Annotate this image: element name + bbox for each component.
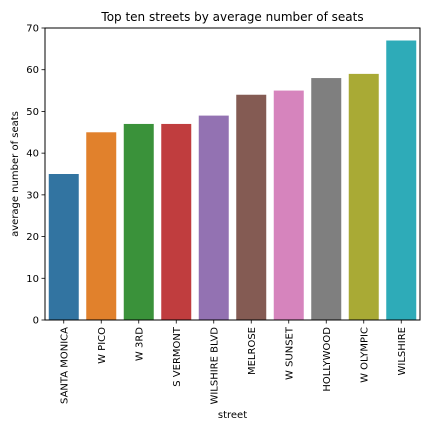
x-tick-label: HOLLYWOOD: [322, 327, 333, 392]
y-tick-label: 60: [26, 65, 39, 76]
x-tick-label: W SUNSET: [284, 326, 295, 380]
bar-w-pico: [86, 132, 117, 320]
x-axis-label: street: [218, 410, 247, 421]
y-tick-label: 10: [26, 274, 39, 285]
x-tick-label: WILSHIRE BLVD: [209, 327, 220, 405]
bar-s-vermont: [161, 123, 192, 320]
y-tick-label: 40: [26, 149, 39, 160]
bar-w-3rd: [123, 123, 154, 320]
y-axis-label: average number of seats: [10, 111, 21, 237]
x-tick-label: SANTA MONICA: [59, 327, 70, 404]
y-tick-label: 70: [26, 24, 39, 35]
bar-wilshire-blvd: [198, 115, 229, 320]
y-axis: 0 10 20 30 40 50 60 70: [26, 24, 45, 327]
x-tick-label: S VERMONT: [172, 326, 183, 387]
y-tick-label: 0: [33, 316, 39, 327]
bar-wilshire: [386, 40, 417, 321]
y-tick-label: 50: [26, 107, 39, 118]
bar-melrose: [236, 94, 267, 320]
chart-title: Top ten streets by average number of sea…: [100, 10, 363, 24]
x-tick-label: WILSHIRE: [397, 327, 408, 376]
y-tick-label: 30: [26, 190, 39, 201]
x-tick-label: W PICO: [97, 327, 108, 364]
bar-hollywood: [311, 78, 342, 320]
x-tick-label: W OLYMPIC: [359, 327, 370, 383]
plot-frame: [44, 27, 421, 321]
bar-w-sunset: [273, 90, 304, 320]
bar-w-olympic: [348, 73, 379, 320]
x-axis: SANTA MONICA W PICO W 3RD S VERMONT WILSHIRE…: [59, 320, 408, 405]
y-tick-label: 20: [26, 232, 39, 243]
x-tick-label: MELROSE: [247, 327, 258, 375]
bars-group: [48, 40, 417, 321]
bar-santa-monica: [48, 174, 79, 320]
x-tick-label: W 3RD: [134, 327, 145, 361]
